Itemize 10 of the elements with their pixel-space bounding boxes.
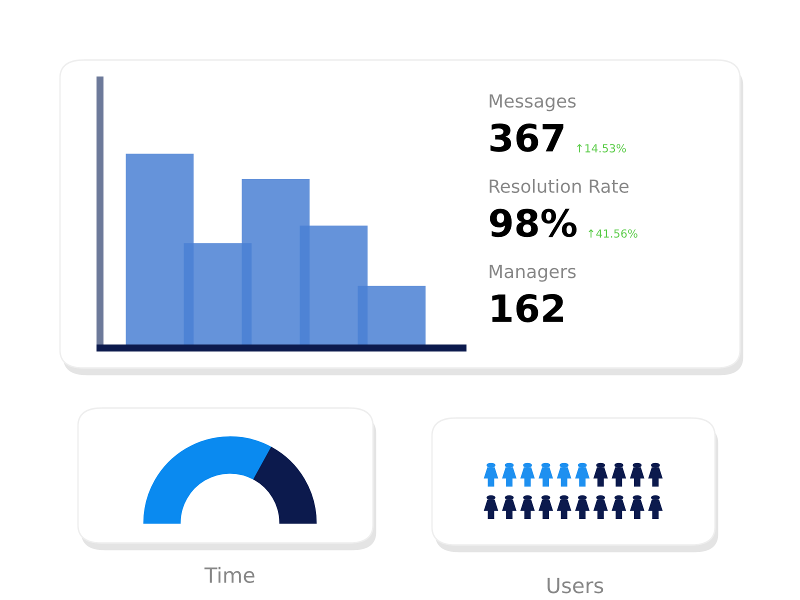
text: 162 (492, 294, 564, 322)
text: ↑14.53% (577, 144, 626, 152)
text: Users (548, 578, 604, 594)
text: 367 (490, 124, 564, 152)
text: Managers (490, 264, 576, 282)
text: Messages (490, 94, 576, 112)
text: 98% (490, 208, 577, 238)
text: Resolution Rate (490, 179, 629, 193)
text: Time (204, 566, 254, 584)
text: ↑41.56% (588, 229, 638, 238)
